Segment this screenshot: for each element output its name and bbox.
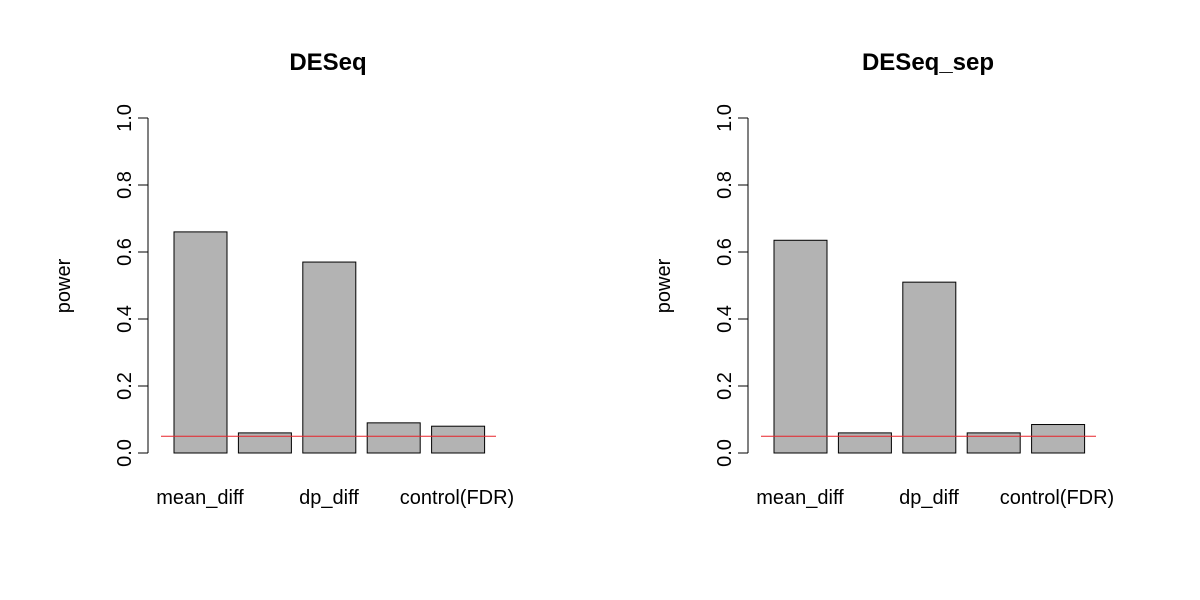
x-axis-labels: mean_diff dp_diff control(FDR) (156, 487, 514, 509)
bars (774, 240, 1085, 453)
bars (174, 232, 485, 453)
y-tick-label: 0.0 (714, 439, 736, 467)
y-tick-label: 0.0 (114, 439, 136, 467)
y-tick-label: 0.8 (714, 171, 736, 199)
y-axis: 0.0 0.2 0.4 0.6 0.8 1.0 (114, 104, 148, 467)
y-tick-label: 0.6 (114, 238, 136, 266)
bar (432, 426, 485, 453)
y-tick-label: 0.6 (714, 238, 736, 266)
chart-panel-deseq-sep: DESeq_sep 0.0 0.2 0.4 0.6 0.8 1.0 mean_diff dp… (653, 49, 1114, 509)
y-axis: 0.0 0.2 0.4 0.6 0.8 1.0 (714, 104, 748, 467)
x-category-label: dp_diff (299, 487, 359, 509)
bar (367, 423, 420, 453)
y-tick-label: 0.4 (114, 305, 136, 333)
chart-title: DESeq (289, 49, 366, 76)
bar (774, 240, 827, 453)
x-category-label: control(FDR) (400, 487, 514, 509)
y-axis-label: power (653, 258, 675, 313)
y-tick-label: 0.2 (714, 372, 736, 400)
y-tick-label: 0.8 (114, 171, 136, 199)
x-category-label: dp_diff (899, 487, 959, 509)
y-tick-label: 0.2 (114, 372, 136, 400)
x-category-label: mean_diff (156, 487, 244, 509)
bar (1032, 425, 1085, 453)
x-category-label: control(FDR) (1000, 487, 1114, 509)
bar (903, 282, 956, 453)
chart-title: DESeq_sep (862, 49, 994, 76)
y-axis-label: power (53, 258, 75, 313)
x-axis-labels: mean_diff dp_diff control(FDR) (756, 487, 1114, 509)
x-category-label: mean_diff (756, 487, 844, 509)
y-tick-label: 1.0 (714, 104, 736, 132)
y-tick-label: 1.0 (114, 104, 136, 132)
y-tick-label: 0.4 (714, 305, 736, 333)
chart-panel-deseq: DESeq 0.0 0.2 0.4 0.6 0.8 1.0 mean_diff dp_dif… (53, 49, 514, 509)
bar (303, 262, 356, 453)
bar (174, 232, 227, 453)
